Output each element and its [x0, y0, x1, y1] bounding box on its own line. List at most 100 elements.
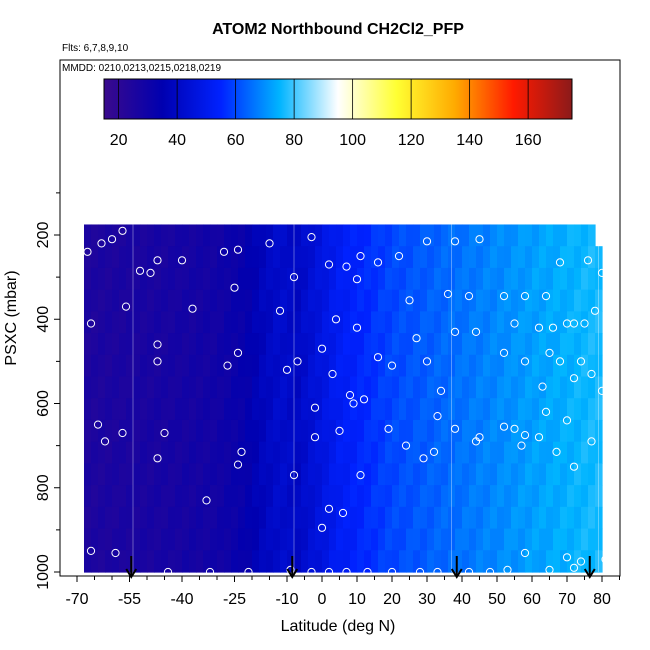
- heatmap-cell: [476, 485, 484, 508]
- sample-point: [373, 258, 383, 267]
- heatmap-cell: [588, 463, 596, 486]
- heatmap-cell: [364, 289, 372, 312]
- heatmap-cell: [119, 463, 127, 486]
- heatmap-cell: [294, 441, 302, 464]
- heatmap-cell: [539, 224, 547, 247]
- x-tick-label: -40: [170, 591, 193, 608]
- sample-point: [352, 323, 362, 332]
- heatmap-cell: [518, 463, 526, 486]
- heatmap-cell: [385, 506, 393, 530]
- sample-point: [342, 262, 351, 271]
- heatmap-cell: [476, 506, 484, 530]
- heatmap-cell: [378, 354, 386, 378]
- heatmap-cell: [420, 246, 428, 269]
- heatmap-cell: [147, 441, 155, 464]
- heatmap-cell: [175, 289, 183, 312]
- heatmap-cell: [182, 354, 190, 378]
- heatmap-cell: [469, 289, 477, 312]
- heatmap-cell: [126, 246, 134, 269]
- heatmap-cell: [210, 441, 218, 464]
- heatmap-cell: [497, 376, 505, 399]
- heatmap-cell: [322, 485, 330, 508]
- heatmap-cell: [581, 376, 589, 399]
- heatmap-cell: [462, 333, 470, 356]
- sample-point: [223, 361, 232, 370]
- heatmap-cell: [84, 485, 92, 508]
- heatmap-cell: [140, 506, 148, 530]
- sample-point: [520, 431, 530, 440]
- heatmap-cell: [350, 376, 358, 399]
- heatmap-cell: [399, 224, 407, 247]
- heatmap-cell: [217, 419, 225, 443]
- sample-point: [93, 420, 103, 429]
- sample-point: [160, 428, 169, 438]
- heatmap-cell: [560, 485, 568, 508]
- heatmap-cell: [280, 289, 288, 312]
- heatmap-cell: [483, 376, 491, 399]
- heatmap-cell: [119, 224, 127, 247]
- heatmap-cell: [574, 354, 582, 378]
- heatmap-cell: [462, 398, 470, 421]
- chart-title: ATOM2 Northbound CH2Cl2_PFP: [212, 21, 464, 38]
- heatmap-cell: [168, 550, 176, 573]
- heatmap-cell: [357, 224, 365, 247]
- sample-point: [111, 548, 120, 558]
- heatmap-cell: [266, 441, 274, 464]
- heatmap-cell: [126, 528, 134, 551]
- heatmap-cell: [154, 528, 162, 551]
- heatmap-cell: [119, 506, 127, 530]
- sample-point: [153, 256, 162, 265]
- heatmap-cell: [210, 267, 218, 291]
- heatmap-cell: [595, 354, 603, 378]
- heatmap-cell: [392, 506, 400, 530]
- heatmap-cell: [427, 528, 435, 551]
- heatmap-cell: [147, 311, 155, 334]
- heatmap-cell: [567, 528, 575, 551]
- heatmap-cell: [546, 550, 554, 573]
- heatmap-cell: [546, 485, 554, 508]
- heatmap-cell: [287, 550, 295, 573]
- heatmap-cell: [189, 506, 197, 530]
- heatmap-cell: [112, 333, 120, 356]
- y-tick-label: 400: [35, 306, 52, 333]
- sample-point: [569, 462, 579, 471]
- heatmap-cell: [301, 311, 309, 334]
- heatmap-cell: [112, 354, 120, 378]
- heatmap-cell: [497, 354, 505, 378]
- heatmap-cell: [567, 376, 575, 399]
- heatmap-cell: [350, 333, 358, 356]
- heatmap-cell: [140, 267, 148, 291]
- heatmap-cell: [217, 289, 225, 312]
- heatmap-cell: [518, 376, 526, 399]
- heatmap-cell: [497, 485, 505, 508]
- heatmap-cell: [427, 224, 435, 247]
- heatmap-cell: [84, 506, 92, 530]
- heatmap-cell: [497, 419, 505, 443]
- heatmap-cell: [245, 463, 253, 486]
- heatmap-cell: [343, 267, 351, 291]
- heatmap-cell: [511, 354, 519, 378]
- heatmap-cell: [259, 246, 267, 269]
- heatmap-cell: [336, 376, 344, 399]
- heatmap-cell: [294, 376, 302, 399]
- heatmap-cell: [455, 550, 463, 573]
- heatmap-cell: [182, 333, 190, 356]
- heatmap-cell: [434, 528, 442, 551]
- heatmap-cell: [266, 419, 274, 443]
- heatmap-cell: [497, 506, 505, 530]
- heatmap-cell: [154, 419, 162, 443]
- heatmap-cell: [434, 376, 442, 399]
- heatmap-cell: [350, 224, 358, 247]
- heatmap-cell: [315, 267, 323, 291]
- heatmap-cell: [126, 354, 134, 378]
- heatmap-cell: [364, 528, 372, 551]
- heatmap-cell: [420, 506, 428, 530]
- heatmap-cell: [189, 333, 197, 356]
- sample-point: [282, 365, 292, 374]
- heatmap-cell: [413, 246, 421, 269]
- heatmap-cell: [280, 311, 288, 334]
- heatmap-cell: [357, 398, 365, 421]
- sample-point: [121, 302, 131, 311]
- heatmap-cell: [518, 311, 526, 334]
- heatmap-cell: [224, 506, 232, 530]
